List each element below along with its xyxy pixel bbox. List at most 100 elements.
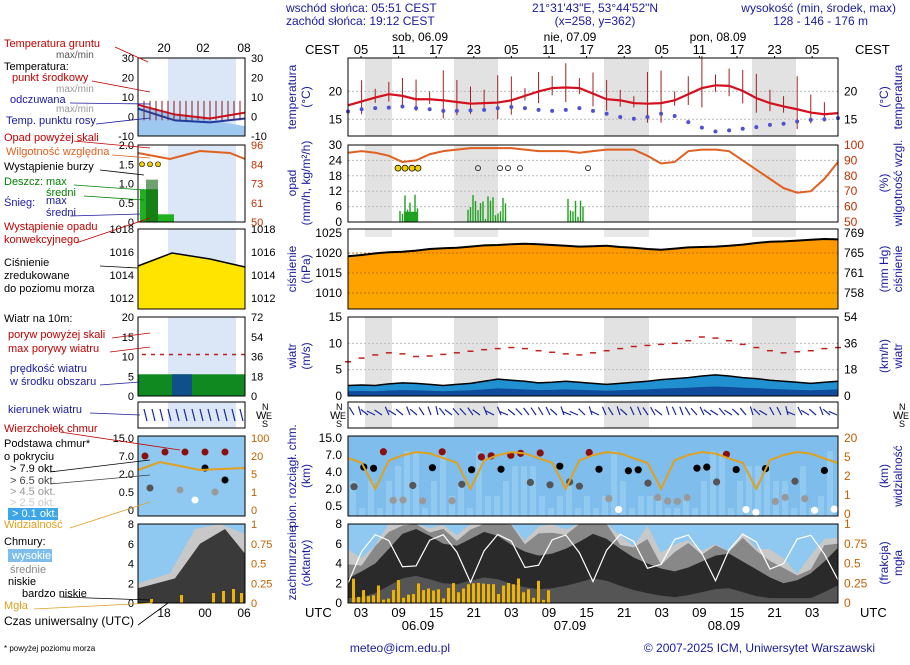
legend-text: Śnieg: xyxy=(4,196,35,209)
mini-cloud-tick-left: 6 xyxy=(128,539,134,551)
wind-arrow xyxy=(418,407,425,416)
panel-frame xyxy=(347,57,839,137)
footnote: * powyżej poziomu morza xyxy=(4,644,96,653)
dew-point-dot xyxy=(509,105,514,110)
wind-arrow xyxy=(444,409,453,416)
fog-bar xyxy=(362,590,365,603)
cloud-base-dot xyxy=(350,483,358,491)
panel-frame xyxy=(347,144,839,223)
dew-point-dot xyxy=(740,126,745,131)
fog-bar xyxy=(417,583,420,603)
hour-tick-bottom: 09 xyxy=(391,605,405,620)
mini-cloud-base-dot xyxy=(141,452,149,460)
legend-okt5-bg xyxy=(8,508,58,520)
humidity-tick-right: 50 xyxy=(844,215,858,229)
mini-pressure-tick-right: 1014 xyxy=(251,270,275,282)
dew-point-dot xyxy=(441,108,446,113)
dew-point-dot xyxy=(536,107,541,112)
fog-bar xyxy=(512,584,515,603)
legend-text: Temperatura: xyxy=(4,61,69,73)
fog-bar xyxy=(442,598,445,603)
wind-arrow xyxy=(452,407,460,416)
cloud-base-dot xyxy=(752,508,760,516)
mini-cloud-base-dot xyxy=(201,448,209,456)
wind-arrow xyxy=(530,407,537,416)
legend-text: Podstawa chmur* xyxy=(4,438,91,450)
mini-cloud-low xyxy=(138,528,245,603)
night-band xyxy=(454,229,498,237)
legend-connector xyxy=(137,602,169,626)
convective-marker xyxy=(585,165,591,172)
legend-text: o pokryciu xyxy=(4,451,54,463)
mini-wind-inner xyxy=(172,374,192,396)
legend-text: Wystąpienie burzy xyxy=(4,161,94,173)
pressure-band xyxy=(348,293,838,309)
temp-tick-right: 15 xyxy=(844,112,858,126)
storm-marker xyxy=(408,164,416,172)
hour-tick-top: 23 xyxy=(767,42,781,57)
fog-bar xyxy=(462,588,465,603)
mini-cloud-base-dot xyxy=(191,496,199,504)
mini-precip-tick-left: 0.5 xyxy=(119,198,134,210)
axis-title-right: temperatura xyxy=(891,64,905,129)
compass-s: S xyxy=(336,419,342,429)
pressure-tick-right: 765 xyxy=(844,246,864,260)
mini-wind-arrow xyxy=(239,408,244,422)
cloud-column xyxy=(728,508,734,516)
wind-tick-left: 5 xyxy=(335,363,342,377)
mini-hour-bottom: 18 xyxy=(157,606,171,620)
cloud-column xyxy=(566,481,572,516)
cloud-base-dot xyxy=(458,480,466,488)
wind-tick-right: 0 xyxy=(844,389,851,403)
wind-arrow xyxy=(549,408,558,416)
legend-text: do poziomu morza xyxy=(4,283,95,295)
fog-bar xyxy=(377,585,380,603)
hour-tick-top: 17 xyxy=(429,42,443,57)
dew-point-dot xyxy=(550,108,555,113)
mini-visibility-line xyxy=(137,460,246,472)
cloud-base-dot xyxy=(399,496,407,504)
hour-tick-top: 11 xyxy=(392,42,406,57)
fog-bar xyxy=(382,599,385,603)
elevation-label: wysokość (min, środek, max) xyxy=(740,1,896,15)
legend-connector xyxy=(95,117,151,125)
legend-text: > 6.5 okt. xyxy=(10,475,56,487)
wind-arrow xyxy=(438,407,446,416)
legend-text: Widzialność xyxy=(4,519,63,531)
hour-tick-top: 11 xyxy=(542,42,556,57)
fog-bar xyxy=(507,582,510,603)
footer-copyright: © 2007-2025 ICM, Uniwersytet Warszawski xyxy=(644,641,875,655)
wind-arrow xyxy=(753,408,761,416)
fog-bar xyxy=(402,597,405,603)
wind-arrow xyxy=(569,410,579,416)
cloud-column xyxy=(665,508,671,516)
mini-cloud-base-dot xyxy=(221,448,229,456)
legend-connector xyxy=(73,140,151,149)
wind-arrow xyxy=(690,407,698,416)
mini-fog-bar xyxy=(212,593,215,603)
wind-arrow xyxy=(590,410,600,416)
cloud-base-dot xyxy=(477,453,485,461)
wind-arrow xyxy=(819,406,824,416)
legend-text: poryw powyżej skali xyxy=(8,329,105,341)
fog-bar xyxy=(437,589,440,603)
cloud-base-dot xyxy=(585,448,593,457)
axis-title-right: mgła xyxy=(891,550,905,576)
fog-bar xyxy=(397,580,400,603)
dew-point-dot xyxy=(808,117,813,122)
cloud-column xyxy=(404,451,410,516)
wind-arrow xyxy=(472,409,481,416)
precip-tick-left: 30 xyxy=(329,138,343,152)
cloud-base-dot xyxy=(615,505,623,514)
panel-frame xyxy=(347,523,839,604)
mini-fog-bar xyxy=(150,599,153,603)
mini-temp-tick-left: -10 xyxy=(118,131,134,143)
hour-tick-bottom: 21 xyxy=(617,605,631,620)
axis-title-left: pion. rozciągł. chm. xyxy=(285,424,299,527)
wind-arrow xyxy=(786,411,796,416)
sunrise-text: wschód słońca: 05:51 CEST xyxy=(285,1,437,15)
cloud-base-dot xyxy=(673,497,682,505)
axis-title-left-unit: (km) xyxy=(299,464,313,488)
cloud-base-dot xyxy=(693,464,701,472)
mini-pressure-tick-left: 1016 xyxy=(110,247,134,259)
